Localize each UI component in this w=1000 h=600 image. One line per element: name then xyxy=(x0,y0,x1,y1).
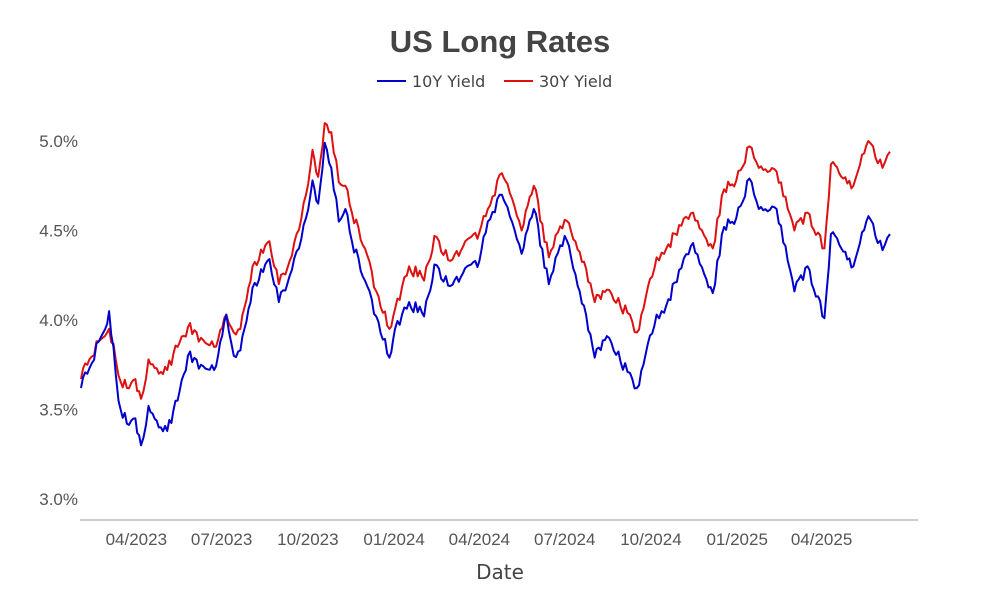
x-tick-label: 10/2023 xyxy=(277,530,338,549)
legend-label-30y: 30Y Yield xyxy=(539,72,612,91)
x-tick-label: 04/2023 xyxy=(106,530,167,549)
plot-area xyxy=(80,122,891,447)
y-tick-label: 3.0% xyxy=(39,490,78,509)
y-tick-label: 5.0% xyxy=(39,132,78,151)
y-tick-label: 4.5% xyxy=(39,222,78,241)
x-tick-label: 01/2025 xyxy=(706,530,767,549)
x-tick-label: 10/2024 xyxy=(620,530,681,549)
series-line-10y xyxy=(80,141,891,447)
x-tick-label: 01/2024 xyxy=(363,530,424,549)
y-tick-label: 3.5% xyxy=(39,401,78,420)
x-tick-label: 04/2024 xyxy=(449,530,510,549)
series-line-30y xyxy=(80,122,891,400)
x-tick-label: 04/2025 xyxy=(791,530,852,549)
x-tick-label: 07/2024 xyxy=(534,530,595,549)
x-tick-label: 07/2023 xyxy=(191,530,252,549)
x-axis: 04/2023 07/2023 10/2023 01/2024 04/2024 07/20… xyxy=(80,519,918,549)
x-axis-title: Date xyxy=(476,560,524,584)
chart-title: US Long Rates xyxy=(390,24,610,59)
y-tick-label: 4.0% xyxy=(39,311,78,330)
legend: 10Y Yield 30Y Yield xyxy=(377,72,612,91)
y-axis: 3.0% 3.5% 4.0% 4.5% 5.0% xyxy=(39,132,78,509)
legend-label-10y: 10Y Yield xyxy=(412,72,485,91)
